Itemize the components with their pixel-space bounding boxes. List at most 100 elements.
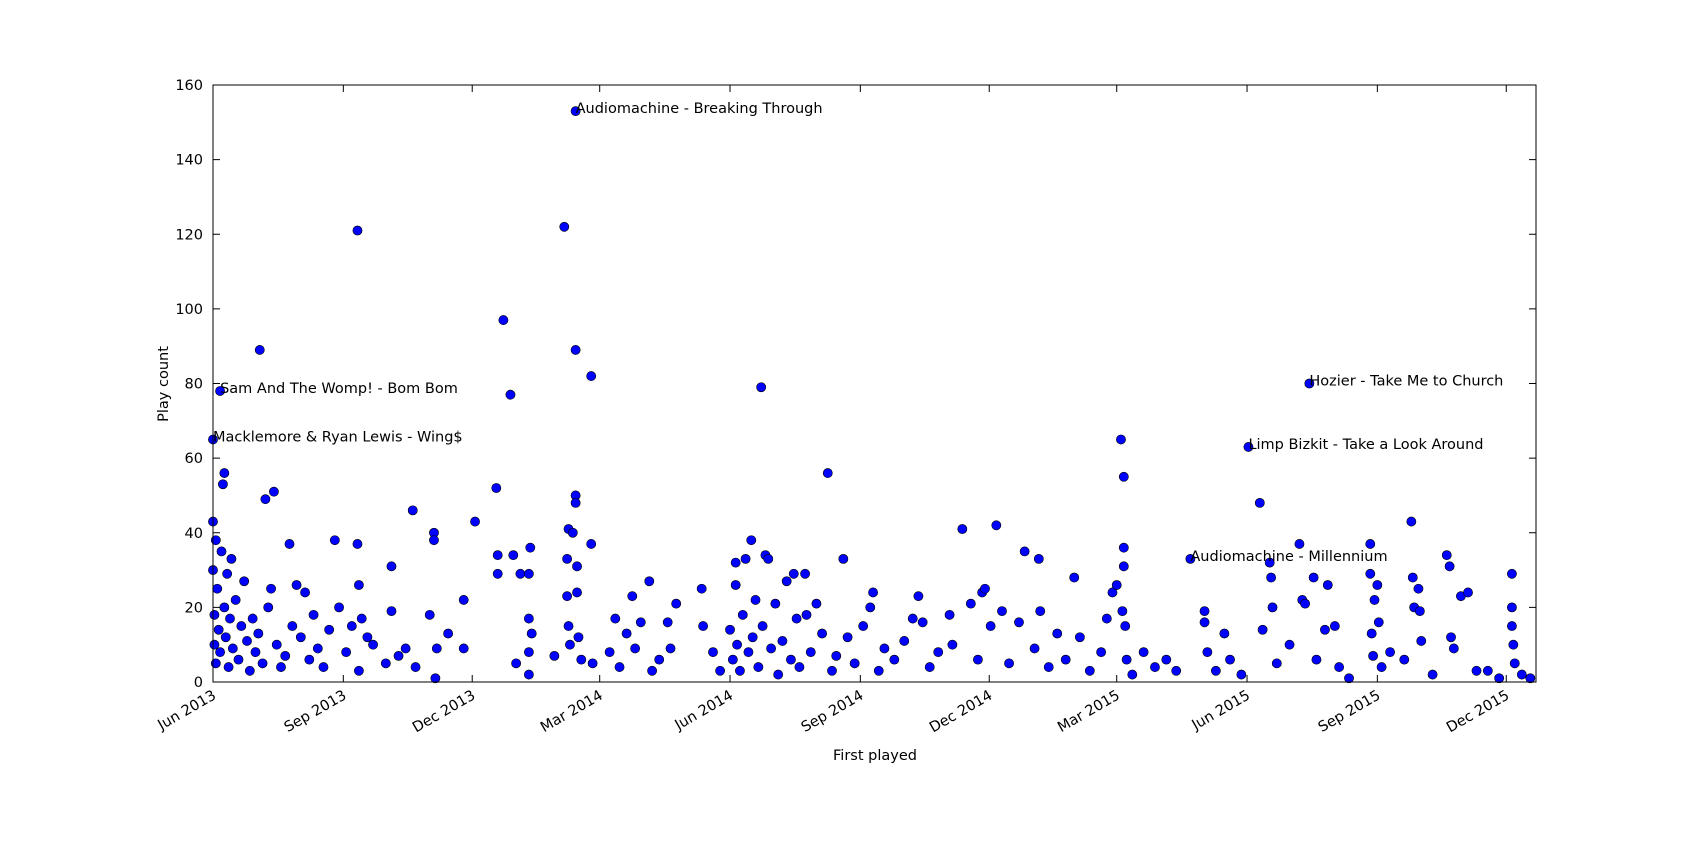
point — [429, 535, 439, 546]
point — [781, 576, 792, 587]
point — [889, 654, 900, 665]
point — [730, 580, 741, 590]
point — [567, 527, 578, 538]
y-tick-label: 100 — [175, 302, 203, 318]
point — [913, 591, 924, 602]
point — [300, 587, 310, 598]
point — [1014, 617, 1024, 628]
point — [269, 486, 279, 497]
point — [341, 647, 352, 658]
point — [562, 553, 573, 564]
point — [523, 669, 534, 680]
point — [233, 654, 244, 665]
point — [750, 595, 761, 605]
point — [1004, 658, 1014, 669]
point — [525, 542, 536, 553]
point — [565, 639, 575, 650]
point — [254, 345, 265, 355]
point — [304, 654, 315, 665]
point — [1120, 621, 1131, 631]
point — [822, 468, 833, 478]
point — [1525, 673, 1536, 684]
point — [266, 583, 276, 594]
point — [386, 561, 397, 572]
point — [523, 568, 534, 579]
point — [753, 662, 764, 672]
point — [511, 658, 522, 669]
point — [980, 583, 990, 594]
point — [1334, 662, 1345, 672]
point — [458, 643, 469, 654]
point — [1271, 658, 1282, 669]
point — [334, 602, 344, 613]
point — [786, 654, 796, 665]
point — [865, 602, 876, 613]
point — [572, 587, 582, 598]
point — [236, 621, 247, 631]
point — [696, 583, 707, 594]
point — [1322, 580, 1333, 590]
point — [1482, 665, 1493, 676]
point — [329, 535, 340, 546]
point — [766, 643, 776, 654]
point — [1368, 650, 1379, 661]
point — [1308, 572, 1319, 583]
point — [858, 621, 869, 631]
point — [1101, 613, 1112, 624]
point — [1264, 557, 1275, 568]
point — [1300, 598, 1311, 609]
point — [770, 598, 781, 609]
point — [276, 662, 286, 672]
point — [353, 665, 364, 676]
point — [715, 665, 726, 676]
point — [1509, 658, 1520, 669]
point — [222, 568, 233, 579]
point — [756, 382, 767, 393]
point — [1202, 647, 1213, 658]
point — [353, 580, 364, 590]
point — [287, 621, 298, 631]
point — [1385, 647, 1396, 658]
point — [868, 587, 878, 598]
point — [1096, 647, 1107, 658]
point — [1138, 647, 1149, 658]
point — [842, 632, 853, 643]
point — [1219, 628, 1230, 639]
point — [424, 609, 435, 620]
point — [1344, 673, 1354, 684]
point — [1365, 568, 1376, 579]
point — [410, 662, 421, 672]
point — [586, 539, 597, 549]
point — [308, 609, 319, 620]
point — [324, 624, 335, 635]
point — [219, 468, 230, 478]
point — [630, 643, 641, 654]
point — [1019, 546, 1030, 557]
point — [817, 628, 827, 639]
point — [318, 662, 329, 672]
x-tick-label: Mar 2015 — [1055, 688, 1123, 736]
point — [230, 595, 241, 605]
point — [635, 617, 646, 628]
point — [443, 628, 454, 639]
point — [1376, 662, 1387, 672]
annotation: Limp Bizkit - Take a Look Around — [1248, 437, 1483, 453]
x-tick-label: Dec 2015 — [1444, 688, 1512, 737]
point — [1406, 516, 1417, 527]
annotation: Sam And The Womp! - Bom Bom — [220, 381, 458, 397]
point — [526, 628, 537, 639]
point — [586, 371, 597, 381]
point — [1052, 628, 1063, 639]
x-tick-label: Sep 2015 — [1316, 688, 1384, 736]
x-tick-label: Jun 2014 — [672, 688, 736, 734]
point — [647, 665, 658, 676]
point — [284, 539, 295, 549]
x-tick-label: Sep 2014 — [799, 688, 867, 736]
plot-frame — [212, 84, 1537, 683]
point — [849, 658, 860, 669]
x-tick-label: Dec 2013 — [410, 688, 478, 737]
point — [730, 557, 741, 568]
y-axis-label: Play count — [156, 346, 172, 422]
point — [458, 595, 469, 605]
y-tick-label: 20 — [185, 600, 203, 616]
